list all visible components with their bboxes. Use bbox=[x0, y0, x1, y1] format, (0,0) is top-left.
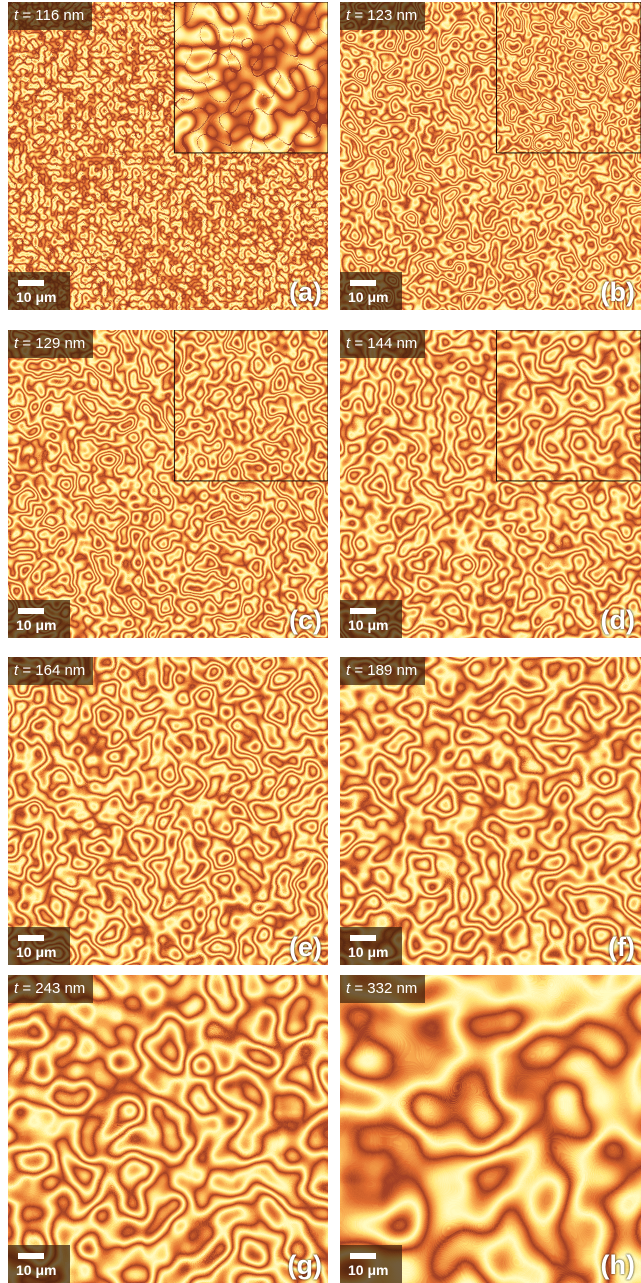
thickness-value: = 144 nm bbox=[350, 335, 417, 352]
scale-bar-line bbox=[350, 608, 376, 614]
micrograph bbox=[8, 975, 328, 1283]
panel-letter: (h) bbox=[601, 1250, 635, 1281]
inset-image bbox=[174, 2, 328, 153]
thickness-value: = 332 nm bbox=[350, 980, 417, 997]
scale-bar: 10 μm bbox=[340, 272, 402, 310]
scale-bar-line bbox=[18, 1253, 44, 1259]
thickness-value: = 189 nm bbox=[350, 662, 417, 679]
micrograph bbox=[340, 975, 641, 1283]
panel-letter: (g) bbox=[288, 1250, 322, 1281]
thickness-value: = 243 nm bbox=[18, 980, 85, 997]
panel: t = 123 nm 10 μm (b) bbox=[340, 2, 641, 310]
scale-bar-line bbox=[18, 935, 44, 941]
thickness-label: t = 129 nm bbox=[8, 330, 93, 358]
scale-bar-line bbox=[350, 280, 376, 286]
inset-image bbox=[497, 330, 641, 481]
thickness-value: = 129 nm bbox=[18, 335, 85, 352]
figure: t = 116 nm10 μm(a)t = 123 nm10 μm(b)t = … bbox=[0, 0, 641, 1283]
panel-letter: (d) bbox=[601, 605, 635, 636]
scale-bar-line bbox=[350, 1253, 376, 1259]
scale-bar-label: 10 μm bbox=[348, 1262, 388, 1278]
thickness-label: t = 123 nm bbox=[340, 2, 425, 30]
panel: t = 332 nm 10 μm (h) bbox=[340, 975, 641, 1283]
scale-bar: 10 μm bbox=[8, 927, 70, 965]
scale-bar-line bbox=[350, 935, 376, 941]
panel-letter: (f) bbox=[608, 932, 635, 963]
inset-image bbox=[497, 2, 641, 153]
scale-bar-label: 10 μm bbox=[16, 289, 56, 305]
micrograph bbox=[340, 657, 641, 965]
thickness-value: = 116 nm bbox=[18, 7, 84, 24]
micrograph bbox=[340, 330, 641, 638]
panel-letter: (e) bbox=[289, 932, 322, 963]
thickness-value: = 123 nm bbox=[350, 7, 417, 24]
panel: t = 164 nm 10 μm (e) bbox=[8, 657, 328, 965]
scale-bar-line bbox=[18, 608, 44, 614]
scale-bar: 10 μm bbox=[340, 1245, 402, 1283]
pattern-image bbox=[340, 975, 641, 1283]
panel: t = 243 nm 10 μm (g) bbox=[8, 975, 328, 1283]
scale-bar: 10 μm bbox=[8, 1245, 70, 1283]
thickness-value: = 164 nm bbox=[18, 662, 85, 679]
scale-bar-label: 10 μm bbox=[16, 944, 56, 960]
scale-bar: 10 μm bbox=[340, 927, 402, 965]
scale-bar-label: 10 μm bbox=[16, 1262, 56, 1278]
thickness-label: t = 332 nm bbox=[340, 975, 425, 1003]
micrograph bbox=[8, 2, 328, 310]
micrograph bbox=[8, 657, 328, 965]
scale-bar-line bbox=[18, 280, 44, 286]
panel-letter: (b) bbox=[601, 277, 635, 308]
scale-bar: 10 μm bbox=[8, 272, 70, 310]
thickness-label: t = 116 nm bbox=[8, 2, 92, 30]
scale-bar-label: 10 μm bbox=[348, 617, 388, 633]
pattern-image bbox=[8, 975, 328, 1283]
thickness-label: t = 243 nm bbox=[8, 975, 93, 1003]
thickness-label: t = 164 nm bbox=[8, 657, 93, 685]
scale-bar-label: 10 μm bbox=[348, 944, 388, 960]
panel-letter: (a) bbox=[289, 277, 322, 308]
inset-image bbox=[174, 330, 328, 481]
scale-bar: 10 μm bbox=[8, 600, 70, 638]
scale-bar: 10 μm bbox=[340, 600, 402, 638]
scale-bar-label: 10 μm bbox=[16, 617, 56, 633]
panel: t = 116 nm 10 μm (a) bbox=[8, 2, 328, 310]
micrograph bbox=[340, 2, 641, 310]
pattern-image bbox=[340, 657, 641, 965]
micrograph bbox=[8, 330, 328, 638]
panel: t = 144 nm 10 μm (d) bbox=[340, 330, 641, 638]
thickness-label: t = 144 nm bbox=[340, 330, 425, 358]
panel: t = 189 nm 10 μm (f) bbox=[340, 657, 641, 965]
thickness-label: t = 189 nm bbox=[340, 657, 425, 685]
panel-letter: (c) bbox=[289, 605, 322, 636]
scale-bar-label: 10 μm bbox=[348, 289, 388, 305]
pattern-image bbox=[8, 657, 328, 965]
panel: t = 129 nm 10 μm (c) bbox=[8, 330, 328, 638]
